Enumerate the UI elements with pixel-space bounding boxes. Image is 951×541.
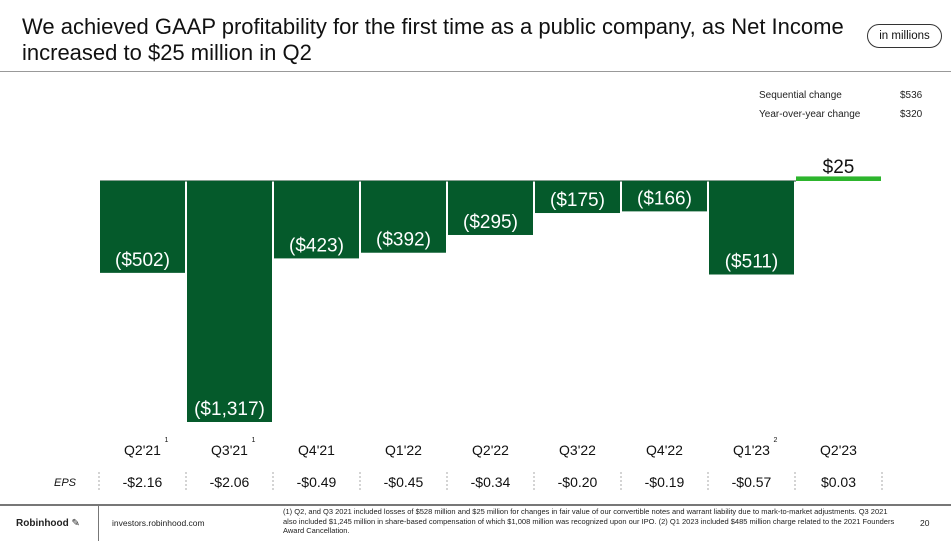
header-divider: [0, 71, 951, 72]
eps-value: $0.03: [821, 474, 856, 490]
x-tick-label: Q1'23: [733, 442, 770, 458]
page-number: 20: [920, 518, 930, 528]
net-income-chart: ($502) Q2'21 1 -$2.16 ($1,317) Q3'21 1 -$2.06 ($…: [54, 157, 883, 492]
bar: [100, 181, 185, 273]
bar: [187, 181, 272, 422]
x-tick-label: Q2'22: [472, 442, 509, 458]
data-label: ($175): [550, 190, 605, 211]
data-label: ($392): [376, 230, 431, 251]
x-tick-label: Q3'21: [211, 442, 248, 458]
brand-logo: Robinhood ✎: [16, 518, 80, 529]
bar: [361, 181, 446, 253]
sequential-change-value: $536: [900, 90, 923, 101]
bar: [796, 176, 881, 181]
x-tick-label: Q3'22: [559, 442, 596, 458]
x-tick-label: Q4'22: [646, 442, 683, 458]
x-tick-label: Q2'23: [820, 442, 857, 458]
bar: [622, 181, 707, 212]
data-label: $25: [823, 157, 855, 178]
yoy-change-label: Year-over-year change: [759, 109, 861, 120]
footnote-marker: 1: [252, 437, 256, 444]
yoy-change-value: $320: [900, 109, 923, 120]
data-label: ($511): [725, 252, 779, 273]
bar: [448, 181, 533, 235]
data-label: ($423): [289, 235, 344, 256]
eps-value: -$0.45: [384, 474, 424, 490]
footer-separator: [98, 506, 99, 541]
feather-icon: ✎: [71, 518, 80, 529]
eps-value: -$0.20: [558, 474, 598, 490]
footnote-marker: 2: [774, 437, 778, 444]
bar: [709, 181, 794, 275]
eps-value: -$0.49: [297, 474, 337, 490]
page-title: We achieved GAAP profitability for the f…: [22, 14, 844, 65]
data-label: ($1,317): [194, 399, 265, 420]
bar: [535, 181, 620, 214]
data-label: ($166): [637, 188, 692, 209]
units-badge: in millions: [867, 24, 942, 48]
x-tick-label: Q2'21: [124, 442, 161, 458]
data-label: ($502): [115, 250, 170, 271]
footer-url[interactable]: investors.robinhood.com: [112, 518, 205, 528]
x-tick-label: Q1'22: [385, 442, 422, 458]
eps-value: -$0.19: [645, 474, 685, 490]
x-tick-label: Q4'21: [298, 442, 335, 458]
footnote-marker: 1: [165, 437, 169, 444]
data-label: ($295): [463, 212, 518, 233]
footer-divider: [0, 504, 951, 506]
bar: [274, 181, 359, 259]
sequential-change-label: Sequential change: [759, 90, 842, 101]
footnote: (1) Q2, and Q3 2021 included losses of $…: [283, 507, 895, 535]
eps-value: -$2.16: [123, 474, 163, 490]
eps-value: -$2.06: [210, 474, 250, 490]
eps-value: -$0.57: [732, 474, 772, 490]
eps-value: -$0.34: [471, 474, 511, 490]
eps-label: EPS: [54, 477, 77, 489]
